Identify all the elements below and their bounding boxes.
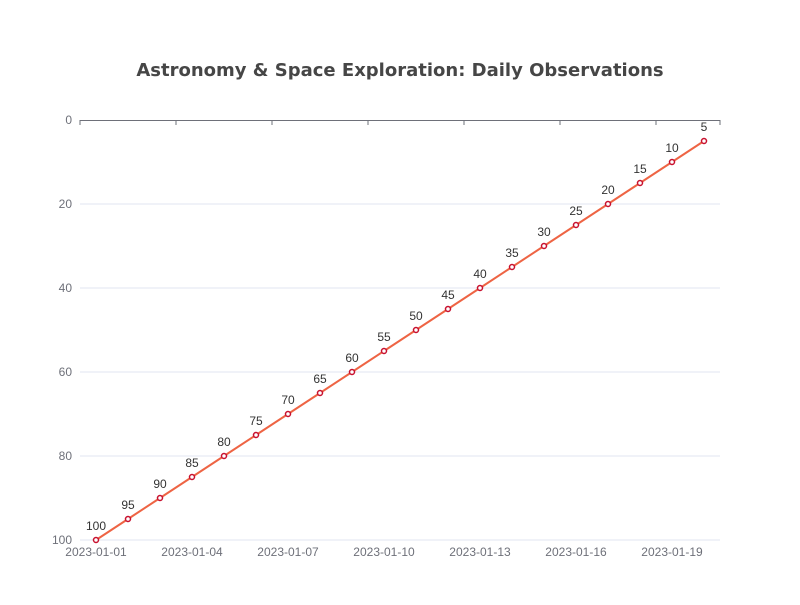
data-point (284, 410, 292, 418)
data-point (700, 137, 708, 145)
y-tick-label: 80 (59, 449, 73, 463)
data-label: 10 (665, 141, 679, 155)
x-tick-label: 2023-01-13 (449, 545, 511, 559)
data-point (220, 452, 228, 460)
data-point (348, 368, 356, 376)
data-label: 45 (441, 288, 455, 302)
data-label: 35 (505, 246, 519, 260)
data-point (636, 179, 644, 187)
y-tick-label: 100 (52, 533, 72, 547)
data-label: 15 (633, 162, 647, 176)
data-label: 25 (569, 204, 583, 218)
data-point (604, 200, 612, 208)
data-label: 5 (701, 120, 708, 134)
data-label: 100 (86, 519, 106, 533)
y-tick-label: 60 (59, 365, 73, 379)
data-point (444, 305, 452, 313)
data-point (92, 536, 100, 544)
data-point (124, 515, 132, 523)
data-point (156, 494, 164, 502)
x-tick-label: 2023-01-16 (545, 545, 607, 559)
x-tick-label: 2023-01-19 (641, 545, 703, 559)
data-label: 50 (409, 309, 423, 323)
data-label: 40 (473, 267, 487, 281)
data-label: 85 (185, 456, 199, 470)
data-label: 30 (537, 225, 551, 239)
data-label: 55 (377, 330, 391, 344)
data-point (252, 431, 260, 439)
x-tick-label: 2023-01-01 (65, 545, 127, 559)
data-label: 60 (345, 351, 359, 365)
y-tick-label: 0 (65, 113, 72, 127)
data-point (540, 242, 548, 250)
data-point (572, 221, 580, 229)
data-label: 95 (121, 498, 135, 512)
data-label: 80 (217, 435, 231, 449)
chart-title: Astronomy & Space Exploration: Daily Obs… (136, 60, 664, 81)
data-label: 90 (153, 477, 167, 491)
data-point (188, 473, 196, 481)
data-label: 20 (601, 183, 615, 197)
data-point (380, 347, 388, 355)
x-tick-label: 2023-01-04 (161, 545, 223, 559)
x-tick-label: 2023-01-10 (353, 545, 415, 559)
data-point (476, 284, 484, 292)
data-point (316, 389, 324, 397)
data-point (412, 326, 420, 334)
data-label: 75 (249, 414, 263, 428)
series-line (95, 140, 705, 541)
y-tick-label: 40 (59, 281, 73, 295)
data-point (508, 263, 516, 271)
data-label: 65 (313, 372, 327, 386)
x-tick-label: 2023-01-07 (257, 545, 319, 559)
data-point (668, 158, 676, 166)
data-label: 70 (281, 393, 295, 407)
y-tick-label: 20 (59, 197, 73, 211)
